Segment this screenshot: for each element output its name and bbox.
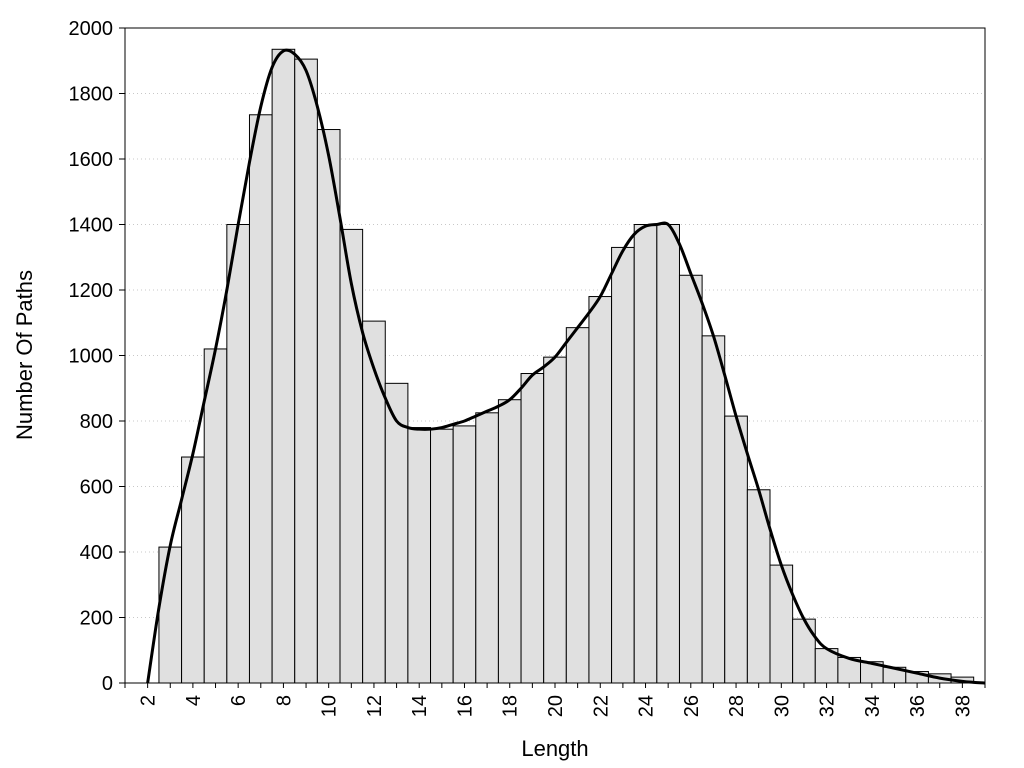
x-tick-label: 24 [636, 695, 658, 717]
bar [611, 246, 635, 684]
y-tick-label: 0 [102, 673, 113, 695]
y-tick-label: 400 [80, 542, 113, 564]
y-tick-label: 1600 [69, 149, 114, 171]
bar [430, 428, 454, 684]
x-tick-label: 14 [409, 695, 431, 717]
bar [792, 618, 816, 684]
x-tick-label: 30 [771, 695, 793, 717]
bar [407, 427, 432, 684]
density-curve [146, 48, 986, 685]
y-tick-label: 1000 [69, 346, 114, 368]
bar [294, 58, 318, 684]
bar [701, 335, 726, 684]
bar [520, 373, 545, 684]
bar [226, 224, 250, 684]
x-tick-label: 16 [454, 695, 476, 717]
x-tick-label: 28 [726, 695, 748, 717]
y-tick-label: 1200 [69, 280, 114, 302]
x-tick-label: 26 [681, 695, 703, 717]
x-axis-ticks: 2 4 6 8 10 12 14 16 18 20 22 24 26 28 30 32 34 36 38 [124, 683, 986, 717]
x-tick-label: 2 [138, 695, 160, 706]
y-tick-label: 800 [80, 411, 113, 433]
bar [656, 224, 680, 684]
y-tick-label: 1400 [69, 215, 114, 237]
x-tick-label: 4 [183, 695, 205, 706]
curve-line [146, 48, 986, 685]
y-axis-title: Number Of Paths [12, 270, 37, 440]
y-tick-label: 2000 [69, 18, 114, 40]
x-tick-label: 10 [319, 695, 341, 717]
x-tick-label: 20 [545, 695, 567, 717]
y-tick-label: 600 [80, 477, 113, 499]
bar [588, 296, 613, 684]
x-tick-label: 12 [364, 695, 386, 717]
bars [158, 48, 975, 684]
bar [158, 546, 183, 684]
bar [362, 320, 386, 684]
bar [248, 114, 273, 684]
bar [497, 399, 522, 684]
bar [271, 48, 296, 684]
bar [384, 382, 409, 684]
x-tick-label: 38 [952, 695, 974, 717]
y-tick-label: 1800 [69, 84, 114, 106]
bar [678, 274, 703, 684]
bar [724, 415, 748, 684]
x-tick-label: 36 [907, 695, 929, 717]
x-tick-label: 32 [817, 695, 839, 717]
x-axis-title: Length [521, 736, 588, 761]
y-axis-ticks: 0 200 400 600 800 1000 1200 1400 1600 1800 2000 [69, 18, 125, 695]
bar [203, 348, 228, 684]
x-tick-label: 18 [500, 695, 522, 717]
x-tick-label: 6 [228, 695, 250, 706]
bar [316, 129, 341, 684]
x-tick-label: 8 [273, 695, 295, 706]
bar [339, 228, 364, 684]
bar [475, 412, 499, 684]
y-tick-label: 200 [80, 608, 113, 630]
bar [633, 224, 658, 684]
x-tick-label: 34 [862, 695, 884, 717]
bar [543, 356, 567, 684]
bar [452, 425, 477, 684]
bar [565, 327, 590, 684]
x-tick-label: 22 [590, 695, 612, 717]
grid-lines [125, 93, 985, 618]
